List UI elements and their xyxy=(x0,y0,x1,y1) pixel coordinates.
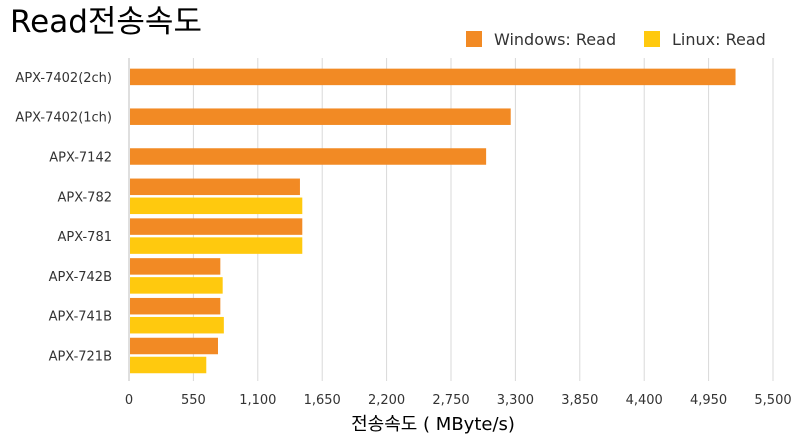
legend: Windows: Read Linux: Read xyxy=(466,30,766,49)
bar xyxy=(130,197,303,215)
bar xyxy=(130,258,221,275)
category-label: APX-741B xyxy=(49,310,112,325)
chart-title: Read전송속도 xyxy=(10,4,202,40)
x-axis-title: 전송속도 ( MByte/s) xyxy=(351,414,515,435)
bar xyxy=(130,178,300,196)
x-tick-label: 1,650 xyxy=(304,393,341,408)
bar xyxy=(130,68,736,86)
x-tick-labels: 0 550 1,100 1,650 2,200 2,750 3,300 3,850 4,400 4… xyxy=(125,393,792,408)
category-label: APX-742B xyxy=(49,270,112,285)
legend-label: Windows: Read xyxy=(494,30,616,49)
x-tick-label: 550 xyxy=(181,393,206,408)
category-label: APX-7402(1ch) xyxy=(15,111,112,126)
category-label: APX-782 xyxy=(58,190,113,205)
category-label: APX-721B xyxy=(49,350,112,365)
bar xyxy=(130,277,223,294)
bar xyxy=(130,218,303,235)
x-tick-label: 3,850 xyxy=(561,393,598,408)
bar xyxy=(130,297,221,315)
x-tick-label: 1,100 xyxy=(239,393,276,408)
bar xyxy=(130,337,218,355)
category-label: APX-7402(2ch) xyxy=(15,71,112,86)
x-tick-label: 5,500 xyxy=(754,393,791,408)
x-tick-label: 2,750 xyxy=(432,393,469,408)
legend-label: Linux: Read xyxy=(672,30,766,49)
bar xyxy=(130,148,487,165)
x-tick-label: 3,300 xyxy=(497,393,534,408)
bar xyxy=(130,356,207,374)
category-label: APX-781 xyxy=(58,230,113,245)
x-tick-label: 2,200 xyxy=(368,393,405,408)
legend-swatch xyxy=(466,31,482,47)
category-label: APX-7142 xyxy=(49,151,112,166)
x-tick-label: 0 xyxy=(125,393,133,408)
bar xyxy=(130,108,511,125)
bars xyxy=(130,68,736,374)
x-tick-label: 4,400 xyxy=(626,393,663,408)
x-tick-label: 4,950 xyxy=(690,393,727,408)
legend-swatch xyxy=(644,31,660,47)
bar xyxy=(130,237,303,254)
category-labels: APX-7402(2ch) APX-7402(1ch) APX-7142 APX-78… xyxy=(15,71,112,365)
bar xyxy=(130,316,224,334)
